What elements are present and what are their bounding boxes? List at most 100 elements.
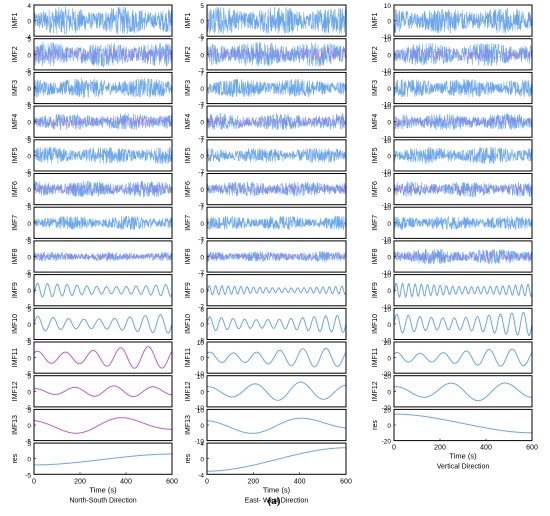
subplot-res: 20 0 -20 res [372,407,533,446]
subplot-imf10: 8 0 -8 IMF10 [185,306,347,345]
y-axis-label-imf2: IMF2 [12,46,19,62]
y-tick-label: 0 [200,187,204,194]
subplot-imf8: 7 0 -7 IMF8 [185,239,347,277]
y-tick-label: 0 [387,86,391,93]
y-tick-label: 0 [387,52,391,59]
y-tick-label: -10 [382,304,392,311]
subplot-imf2: 5 0 -5 IMF2 [12,37,173,75]
y-tick-label: -5 [25,405,31,412]
y-tick-label: -5 [25,102,31,109]
y-tick-label: 0 [200,457,204,464]
y-tick-label: -10 [382,102,392,109]
y-axis-label-imf2: IMF2 [185,46,192,62]
y-tick-label: 5 [27,104,31,111]
y-tick-label: 0 [200,255,204,262]
y-axis-label-res: res [372,420,379,430]
y-tick-label: 0 [387,153,391,160]
y-axis-label-imf12: IMF12 [12,381,19,401]
subplot-imf4: 5 0 -5 IMF4 [12,104,173,142]
signal-line-imf10 [393,311,533,337]
signal-line-imf7 [393,215,533,230]
y-axis-label-imf7: IMF7 [12,215,19,231]
y-axis-label-res: res [185,453,192,463]
y-tick-label: -7 [198,304,204,311]
y-axis-label-imf8: IMF8 [12,248,19,264]
signal-line-imf2 [393,42,533,66]
y-tick-label: 10 [384,239,392,246]
y-axis-label-imf10: IMF10 [185,314,192,334]
x-tick-label: 200 [247,478,259,485]
y-axis-label-imf9: IMF9 [185,282,192,298]
signal-line-imf13 [34,417,172,434]
y-tick-label: 7 [200,273,204,280]
signal-line-imf3 [33,77,173,99]
signal-line-res [34,453,172,466]
x-tick-label: 600 [166,478,178,485]
subplot-imf1: 5 0 -5 IMF1 [185,3,347,41]
y-tick-label: 0 [27,120,31,127]
y-tick-label: 7 [200,37,204,44]
y-axis-label-imf6: IMF6 [372,181,379,197]
y-tick-label: 0 [387,221,391,228]
y-tick-label: 0 [387,255,391,262]
signal-line-imf10 [206,314,347,333]
subplot-imf13: 5 0 -5 IMF13 [12,407,173,446]
y-tick-label: 0 [200,19,204,26]
y-tick-label: 0 [200,356,204,363]
subplot-res: 4 0 -4 res [185,441,347,479]
y-tick-label: 4 [27,3,31,10]
x-tick-label: 0 [392,445,396,452]
y-tick-label: 0 [200,120,204,127]
y-axis-label-imf9: IMF9 [12,282,19,298]
y-tick-label: 0 [27,322,31,329]
y-axis-label-imf8: IMF8 [185,248,192,264]
y-tick-label: -5 [25,472,31,479]
y-tick-label: -5 [25,270,31,277]
y-tick-label: 7 [200,239,204,246]
subplot-imf5: 7 0 -7 IMF5 [185,138,347,176]
y-tick-label: 10 [384,37,392,44]
y-tick-label: 0 [27,153,31,160]
y-tick-label: 5 [27,37,31,44]
overlay-line-imf2 [206,47,347,62]
y-tick-label: 5 [200,3,204,10]
y-tick-label: -20 [382,371,392,378]
y-tick-label: 0 [27,356,31,363]
signal-line-imf4 [206,112,347,131]
y-tick-label: 0 [200,221,204,228]
y-axis-label-imf1: IMF1 [185,13,192,29]
subplot-imf2: 7 0 -7 IMF2 [185,37,347,75]
y-tick-label: -5 [25,203,31,210]
y-tick-label: -10 [382,203,392,210]
y-tick-label: 7 [200,205,204,212]
y-tick-label: 10 [384,3,392,10]
y-axis-label-imf9: IMF9 [372,282,379,298]
y-tick-label: -10 [382,135,392,142]
chart-title: Vertical Direction [437,464,490,471]
chart-column-3: 100-10IMF1100-10IMF2100-10IMF3100-10IMF4… [372,3,538,471]
y-tick-label: 20 [384,407,392,414]
y-axis-label-imf10: IMF10 [372,314,379,334]
signal-line-imf11 [206,347,347,368]
y-axis-label-imf2: IMF2 [372,46,379,62]
y-tick-label: 0 [27,423,31,430]
subplot-imf12: 5 0 -5 IMF12 [12,374,173,412]
y-tick-label: -5 [25,135,31,142]
y-tick-label: 5 [27,407,31,414]
subplot-imf4: 7 0 -7 IMF4 [185,104,347,142]
y-tick-label: -7 [198,270,204,277]
x-tick-label: 0 [205,478,209,485]
y-axis-label-imf12: IMF12 [185,381,192,401]
y-tick-label: 10 [384,70,392,77]
subplot-imf10: 5 0 -5 IMF10 [12,306,173,345]
y-tick-label: -7 [198,203,204,210]
signal-line-imf2 [33,41,173,68]
y-tick-label: 0 [27,288,31,295]
panel-label: (a) [268,495,281,507]
y-tick-label: 5 [27,306,31,313]
